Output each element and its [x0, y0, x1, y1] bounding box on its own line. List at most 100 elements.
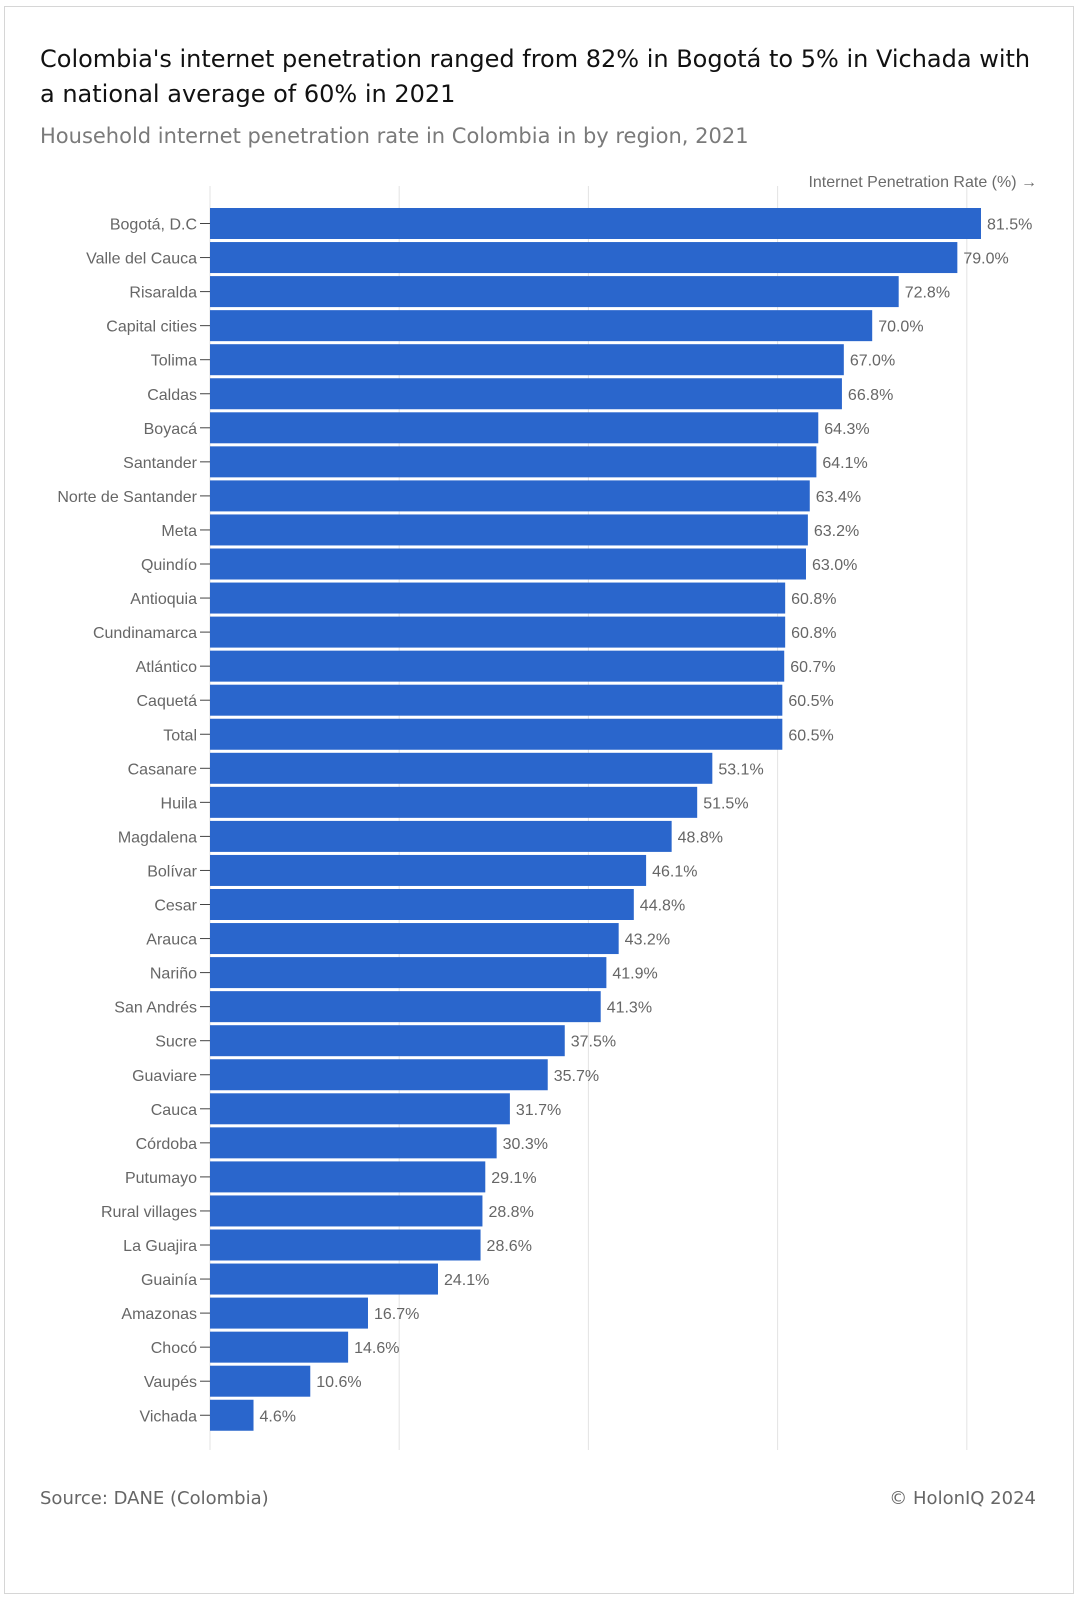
bar [210, 1161, 486, 1193]
copyright-note: © HolonIQ 2024 [889, 1488, 1036, 1509]
value-label: 28.6% [487, 1238, 532, 1255]
bar [210, 1127, 497, 1159]
value-label: 53.1% [718, 761, 763, 778]
bar [210, 1093, 510, 1125]
category-label: Atlántico [136, 659, 197, 676]
value-label: 16.7% [374, 1306, 419, 1323]
bar [210, 752, 713, 784]
bar [210, 616, 786, 648]
bar [210, 650, 785, 682]
bar [210, 786, 698, 818]
value-label: 64.1% [822, 455, 867, 472]
category-label: Putumayo [125, 1170, 197, 1187]
chart-subtitle: Household internet penetration rate in C… [40, 124, 749, 148]
value-label: 63.2% [814, 523, 859, 540]
value-label: 10.6% [316, 1374, 361, 1391]
category-label: Cesar [154, 898, 197, 915]
category-label: Magdalena [118, 829, 197, 846]
category-label: Guaviare [132, 1068, 197, 1085]
category-label: Nariño [150, 966, 197, 983]
category-label: Boyacá [144, 421, 197, 438]
value-label: 60.8% [791, 625, 836, 642]
category-label: Cundinamarca [93, 625, 197, 642]
category-label: Arauca [146, 932, 197, 949]
category-label: Meta [161, 523, 197, 540]
bar [210, 1059, 548, 1091]
bar [210, 923, 619, 955]
value-label: 79.0% [963, 251, 1008, 268]
value-label: 44.8% [640, 898, 685, 915]
category-label: Risaralda [129, 285, 197, 302]
category-label: Caldas [147, 387, 197, 404]
category-label: Chocó [151, 1340, 197, 1357]
value-label: 30.3% [503, 1136, 548, 1153]
value-label: 64.3% [824, 421, 869, 438]
value-label: 51.5% [703, 795, 748, 812]
bar-chart: Internet Penetration Rate (%) → Bogotá, D… [57, 174, 1037, 1450]
value-label: 37.5% [571, 1034, 616, 1051]
category-label: Rural villages [101, 1204, 197, 1221]
bar [210, 412, 819, 444]
category-label: Vichada [139, 1408, 197, 1425]
value-label: 43.2% [625, 932, 670, 949]
category-label: Amazonas [121, 1306, 197, 1323]
bar [210, 242, 958, 274]
bar [210, 1297, 368, 1329]
bar [210, 208, 981, 239]
category-label: Quindío [141, 557, 197, 574]
value-label: 24.1% [444, 1272, 489, 1289]
value-label: 63.4% [816, 489, 861, 506]
category-label: Caquetá [137, 693, 198, 710]
category-label: Valle del Cauca [86, 251, 197, 268]
bar [210, 310, 873, 342]
category-label: Cauca [151, 1102, 197, 1119]
bar [210, 1263, 438, 1295]
category-label: San Andrés [114, 1000, 197, 1017]
bar [210, 1229, 481, 1261]
bar [210, 1365, 311, 1397]
category-label: Guainía [141, 1272, 197, 1289]
value-label: 66.8% [848, 387, 893, 404]
value-label: 60.5% [788, 727, 833, 744]
category-label: Norte de Santander [57, 489, 197, 506]
value-label: 29.1% [491, 1170, 536, 1187]
category-label: Bolívar [147, 863, 197, 880]
bar [210, 446, 817, 478]
bar [210, 1331, 349, 1363]
category-label: Bogotá, D.C [110, 217, 197, 234]
value-label: 60.7% [790, 659, 835, 676]
category-label: Total [163, 727, 197, 744]
value-label: 48.8% [678, 829, 723, 846]
value-label: 4.6% [260, 1408, 296, 1425]
value-label: 60.8% [791, 591, 836, 608]
bar [210, 854, 647, 886]
bar [210, 1195, 483, 1227]
value-label: 81.5% [987, 217, 1032, 234]
value-label: 14.6% [354, 1340, 399, 1357]
value-label: 63.0% [812, 557, 857, 574]
value-label: 67.0% [850, 353, 895, 370]
bar [210, 718, 783, 750]
category-label: Vaupés [144, 1374, 197, 1391]
value-label: 72.8% [905, 285, 950, 302]
bar [210, 1025, 565, 1057]
bar [210, 480, 810, 512]
bar [210, 1399, 254, 1431]
value-label: 31.7% [516, 1102, 561, 1119]
source-note: Source: DANE (Colombia) [40, 1488, 269, 1509]
bar [210, 820, 672, 852]
value-label: 41.3% [607, 1000, 652, 1017]
category-label: Capital cities [106, 319, 197, 336]
category-label: Sucre [155, 1034, 197, 1051]
chart-title: Colombia's internet penetration ranged f… [40, 45, 1031, 108]
value-label: 28.8% [488, 1204, 533, 1221]
value-label: 70.0% [878, 319, 923, 336]
category-label: Casanare [128, 761, 197, 778]
value-label: 41.9% [612, 966, 657, 983]
bar [210, 276, 899, 308]
bar [210, 582, 786, 614]
value-label: 35.7% [554, 1068, 599, 1085]
value-label: 46.1% [652, 863, 697, 880]
bar [210, 378, 842, 410]
bar [210, 991, 601, 1023]
